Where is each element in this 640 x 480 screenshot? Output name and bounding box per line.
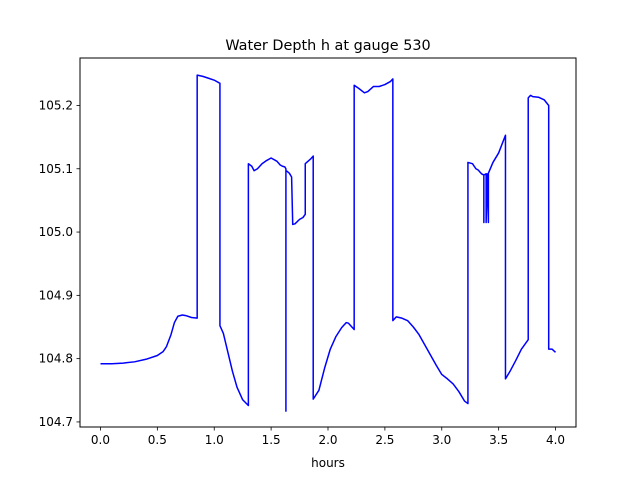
y-axis: 104.7 104.8 104.9 105.0 105.1 105.2 <box>39 98 80 429</box>
x-axis-label: hours <box>311 456 345 470</box>
y-tick-label: 104.7 <box>39 415 73 429</box>
x-axis: 0.0 0.5 1.0 1.5 2.0 2.5 3.0 3.5 4.0 <box>91 427 565 447</box>
y-tick-label: 104.9 <box>39 288 73 302</box>
x-tick-label: 1.5 <box>262 433 281 447</box>
x-tick-label: 2.0 <box>318 433 337 447</box>
plot-area <box>100 74 557 412</box>
y-tick-label: 104.8 <box>39 352 73 366</box>
x-tick-label: 2.5 <box>375 433 394 447</box>
y-tick-label: 105.0 <box>39 225 73 239</box>
x-tick-label: 3.0 <box>432 433 451 447</box>
x-tick-label: 0.5 <box>148 433 167 447</box>
y-tick-label: 105.2 <box>39 98 73 112</box>
x-tick-label: 4.0 <box>546 433 565 447</box>
chart-title: Water Depth h at gauge 530 <box>225 38 430 54</box>
x-tick-label: 0.0 <box>91 433 110 447</box>
x-tick-label: 1.0 <box>205 433 224 447</box>
plot-frame <box>79 57 577 428</box>
x-tick-label: 3.5 <box>489 433 508 447</box>
y-tick-label: 105.1 <box>39 162 73 176</box>
series-line-0 <box>100 74 557 412</box>
